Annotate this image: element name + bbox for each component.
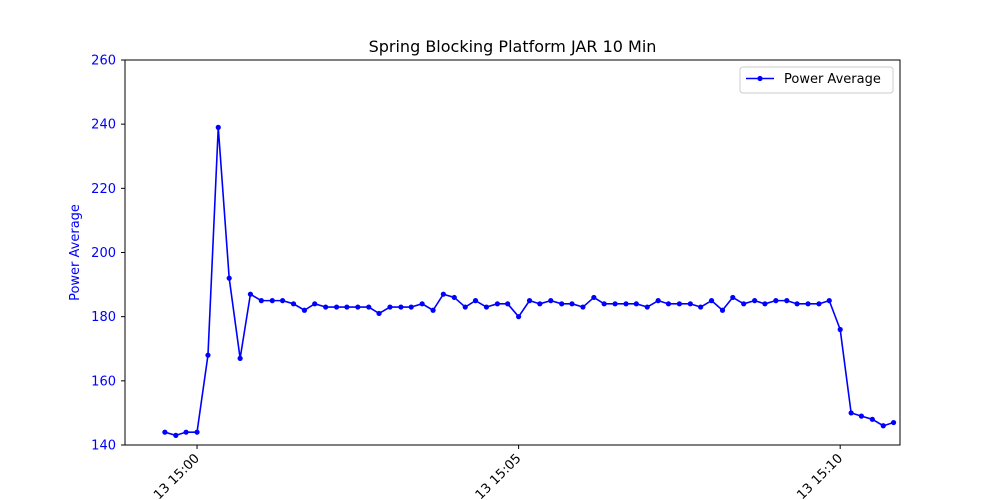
- data-point: [762, 301, 768, 307]
- data-point: [559, 301, 565, 307]
- data-point: [290, 301, 297, 307]
- data-point: [708, 298, 715, 304]
- data-point: [183, 429, 189, 435]
- data-point: [858, 413, 865, 419]
- data-point: [676, 301, 683, 307]
- y-axis-label: Power Average: [68, 204, 83, 301]
- data-point: [173, 432, 179, 438]
- data-point: [730, 294, 736, 301]
- data-point: [355, 304, 361, 310]
- axes-frame: [124, 59, 901, 446]
- legend-box: [739, 66, 894, 94]
- x-axis: 13 15:00 13 15:05 13 15:10: [151, 445, 846, 500]
- x-tick-label: 13 15:10: [794, 451, 846, 500]
- data-point: [344, 304, 350, 310]
- data-point: [323, 304, 329, 310]
- y-tick-label: 140: [91, 439, 116, 454]
- series-power-average: [162, 124, 897, 438]
- data-point: [784, 298, 790, 304]
- data-point: [623, 301, 629, 307]
- data-point: [548, 298, 554, 304]
- y-tick-label: 260: [91, 54, 116, 69]
- y-tick-label: 200: [91, 246, 116, 261]
- data-point: [537, 301, 543, 307]
- data-point: [312, 301, 318, 307]
- data-point: [826, 298, 832, 304]
- y-tick-label: 180: [91, 310, 116, 325]
- x-tick-label: 13 15:05: [473, 451, 525, 500]
- y-tick-label: 220: [91, 182, 116, 197]
- data-point: [591, 294, 597, 301]
- data-point: [644, 304, 650, 310]
- data-point: [472, 298, 479, 304]
- data-point: [387, 304, 393, 310]
- data-point: [890, 419, 897, 426]
- data-point: [816, 301, 822, 307]
- data-point: [601, 301, 607, 307]
- data-point: [869, 416, 875, 422]
- data-point: [848, 410, 854, 416]
- data-point: [505, 301, 511, 307]
- data-point: [237, 355, 243, 361]
- data-point: [408, 304, 414, 310]
- data-point: [516, 314, 522, 320]
- data-point: [794, 301, 800, 307]
- data-point: [226, 275, 232, 281]
- series-line: [164, 126, 894, 437]
- data-point: [258, 298, 264, 304]
- data-point: [269, 298, 275, 304]
- data-point: [440, 291, 446, 297]
- data-point: [430, 307, 436, 313]
- legend-marker-swatch: [757, 75, 763, 82]
- data-point: [580, 304, 586, 310]
- data-point: [569, 301, 575, 307]
- data-point: [398, 304, 404, 310]
- y-axis: 140 160 180 200 220 240 260: [91, 54, 125, 454]
- data-point: [687, 301, 693, 307]
- chart-title: Spring Blocking Platform JAR 10 Min: [369, 37, 657, 56]
- data-point: [194, 429, 200, 435]
- data-point: [215, 124, 221, 130]
- data-point: [665, 301, 672, 307]
- plot-area: [124, 59, 901, 446]
- data-point: [334, 304, 340, 310]
- data-point: [741, 301, 747, 307]
- data-point: [698, 304, 704, 310]
- data-point: [633, 301, 639, 307]
- data-point: [162, 429, 168, 435]
- data-point: [366, 304, 372, 310]
- data-point: [419, 301, 425, 307]
- x-tick-label: 13 15:00: [151, 451, 203, 500]
- data-point: [752, 298, 758, 304]
- data-point: [773, 298, 779, 304]
- data-point: [612, 301, 618, 307]
- data-point: [462, 304, 468, 310]
- data-point: [451, 294, 457, 301]
- y-tick-label: 240: [91, 118, 116, 133]
- data-point: [483, 304, 490, 310]
- data-point: [247, 291, 254, 297]
- data-point: [205, 352, 211, 358]
- data-point: [494, 301, 500, 307]
- y-tick-label: 160: [91, 374, 116, 389]
- data-point: [880, 423, 886, 429]
- legend: Power Average: [739, 66, 894, 94]
- data-point: [301, 307, 308, 313]
- data-point: [376, 310, 382, 317]
- legend-label: Power Average: [784, 72, 881, 87]
- data-point: [526, 298, 533, 304]
- data-point: [805, 301, 811, 307]
- data-point: [279, 298, 286, 304]
- data-point: [837, 326, 843, 333]
- data-point: [719, 307, 726, 313]
- data-point: [655, 298, 661, 304]
